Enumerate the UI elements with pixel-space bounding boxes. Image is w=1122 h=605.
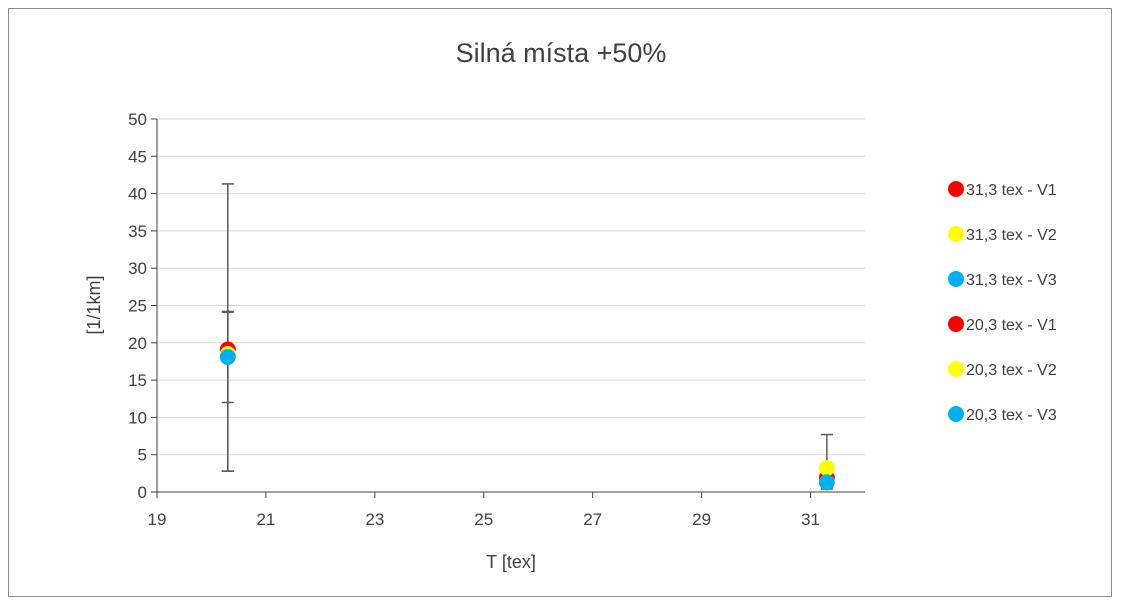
y-axis-title: [1/1km] (84, 275, 104, 334)
y-tick-label-35: 35 (128, 222, 147, 241)
data-points (219, 341, 835, 491)
y-tick-label-5: 5 (138, 446, 147, 465)
y-tick-label-25: 25 (128, 297, 147, 316)
x-tick-label-19: 19 (148, 510, 167, 529)
x-tick-label-21: 21 (256, 510, 275, 529)
y-tick-label-0: 0 (138, 483, 147, 502)
legend-label-0: 31,3 tex - V1 (966, 182, 1057, 199)
data-point-1 (818, 460, 835, 477)
data-point-5 (219, 348, 236, 365)
x-tick-label-25: 25 (474, 510, 493, 529)
error-bar-5 (221, 311, 234, 472)
legend-marker-5 (948, 406, 964, 422)
y-tick-label-10: 10 (128, 408, 147, 427)
legend-label-4: 20,3 tex - V2 (966, 362, 1057, 379)
x-tick-label-27: 27 (583, 510, 602, 529)
y-tick-label-20: 20 (128, 334, 147, 353)
y-tick-label-40: 40 (128, 185, 147, 204)
chart-title: Silná místa +50% (455, 38, 667, 68)
legend-label-2: 31,3 tex - V3 (966, 272, 1057, 289)
data-point-2 (818, 474, 835, 491)
x-axis-title: T [tex] (486, 552, 536, 572)
x-tick-label-23: 23 (365, 510, 384, 529)
legend-label-5: 20,3 tex - V3 (966, 407, 1057, 424)
gridlines (157, 118, 865, 456)
y-tick-label-30: 30 (128, 259, 147, 278)
legend-label-3: 20,3 tex - V1 (966, 317, 1057, 334)
legend-label-1: 31,3 tex - V2 (966, 227, 1057, 244)
axes: 0 5 10 15 20 25 30 35 40 45 50 19 21 23 25 27 29 31 (128, 110, 865, 529)
legend-marker-0 (948, 181, 964, 197)
y-tick-label-50: 50 (128, 110, 147, 129)
legend-marker-2 (948, 271, 964, 287)
x-tick-label-29: 29 (692, 510, 711, 529)
y-tick-label-45: 45 (128, 147, 147, 166)
y-tick-label-15: 15 (128, 371, 147, 390)
chart-frame (8, 8, 1112, 597)
legend: 31,3 tex - V1 31,3 tex - V2 31,3 tex - V3 2… (948, 181, 1057, 424)
legend-marker-4 (948, 361, 964, 377)
legend-marker-1 (948, 226, 964, 242)
legend-marker-3 (948, 316, 964, 332)
error-bars (221, 183, 833, 490)
x-tick-label-31: 31 (801, 510, 820, 529)
